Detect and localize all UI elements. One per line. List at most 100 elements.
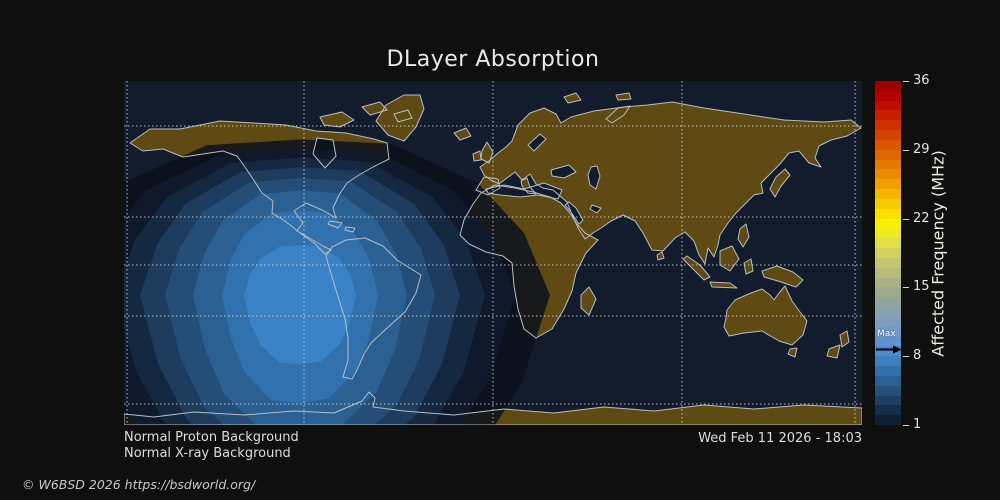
colorbar-segment-30: [875, 139, 901, 151]
colorbar-segment-29: [875, 149, 901, 161]
landmass-eurasia: [479, 101, 862, 265]
colorbar-tick-label-8: 8: [913, 347, 922, 363]
colorbar-segment-8: [875, 356, 901, 367]
colorbar-tick-label-36: 36: [913, 72, 930, 88]
landmass-cuba: [327, 220, 343, 229]
colorbar-segment-11: [875, 326, 901, 338]
landmass-ireland: [472, 150, 482, 162]
colorbar-segment-7: [875, 366, 901, 377]
landmass-novaya-zemlya: [605, 105, 631, 124]
world-map-svg: [124, 81, 862, 425]
colorbar-segment-12: [875, 316, 901, 328]
landmass-antarctica: [124, 391, 862, 425]
landmass-new-guinea: [762, 266, 803, 287]
landmass-tasmania: [787, 347, 798, 358]
colorbar-axis-label: Affected Frequency (MHz): [928, 149, 948, 357]
landmass-italy: [520, 177, 537, 195]
landmass-sulawesi: [743, 258, 754, 275]
hudson-bay: [312, 137, 337, 169]
black-sea: [550, 164, 577, 179]
persian-gulf: [589, 204, 602, 214]
baltic-sea: [527, 133, 547, 152]
colorbar-segment-35: [875, 90, 901, 102]
landmass-new-zealand-south: [826, 344, 841, 359]
landmass-eurasia: [480, 102, 861, 264]
colorbar-tick-label-22: 22: [913, 210, 930, 226]
landmass-madagascar: [581, 287, 596, 315]
colorbar-segment-33: [875, 110, 901, 121]
contour-band-8: [244, 245, 356, 365]
colorbar-segment-2: [875, 415, 901, 426]
colorbar-segment-34: [875, 100, 901, 111]
colorbar-tick-36: [903, 81, 909, 82]
landmasses: [124, 92, 862, 425]
landmass-philippines: [737, 223, 750, 248]
colorbar-segment-36: [875, 81, 901, 92]
colorbar: 36 29 22 15 8 1 Max: [875, 73, 930, 432]
landmass-iceland: [454, 128, 471, 140]
landmass-north-america: [129, 120, 390, 255]
landmass-svalbard: [563, 92, 582, 104]
red-sea: [564, 201, 584, 225]
landmass-borneo: [719, 245, 740, 272]
landmass-sri-lanka: [656, 251, 665, 261]
colorbar-segment-4: [875, 395, 901, 406]
max-marker-arrow-icon: [876, 345, 902, 354]
landmass-arctic-island-2: [361, 101, 388, 116]
landmass-greenland: [375, 94, 425, 142]
world-map: [124, 81, 862, 425]
colorbar-segment-16: [875, 277, 901, 288]
colorbar-tick-22: [903, 218, 909, 220]
landmass-hispaniola: [344, 226, 356, 233]
colorbar-tick-label-15: 15: [913, 279, 930, 295]
colorbar-segment-9: [875, 346, 901, 357]
colorbar-segment-23: [875, 208, 901, 220]
colorbar-segment-25: [875, 189, 901, 200]
colorbar-tick-label-29: 29: [913, 141, 930, 157]
colorbar-segment-28: [875, 159, 901, 170]
landmass-south-america: [325, 237, 422, 380]
colorbar-segment-13: [875, 307, 901, 318]
landmass-novaya-zemlya: [606, 106, 630, 123]
timestamp: Wed Feb 11 2026 - 18:03: [698, 431, 862, 446]
max-marker-label: Max: [877, 329, 896, 340]
landmass-arctic-island-3: [393, 109, 413, 123]
colorbar-segment-6: [875, 375, 901, 387]
caspian-sea: [588, 166, 600, 189]
colorbar-segment-32: [875, 120, 901, 131]
colorbar-segment-27: [875, 169, 901, 180]
colorbar-segment-21: [875, 228, 901, 239]
absorption-contour-bands: [124, 139, 550, 425]
landmass-japan: [769, 168, 791, 198]
landmass-sumatra: [683, 256, 710, 280]
baltic-sea: [528, 134, 546, 151]
landmass-japan: [770, 169, 790, 197]
colorbar-segment-19: [875, 248, 901, 259]
copyright: © W6BSD 2026 https://bsdworld.org/: [22, 477, 256, 492]
colorbar-segment-15: [875, 287, 901, 298]
landmass-australia: [723, 285, 808, 346]
landmass-madagascar: [580, 286, 597, 316]
colorbar-segment-22: [875, 218, 901, 229]
landmass-iceland: [453, 127, 472, 141]
colorbar-segment-17: [875, 267, 901, 279]
colorbar-segment-24: [875, 198, 901, 210]
status-lines: Normal Proton Background Normal X-ray Ba…: [124, 430, 299, 461]
colorbar-tick-8: [903, 356, 909, 358]
colorbar-tick-label-1: 1: [913, 416, 922, 432]
colorbar-segment-5: [875, 385, 901, 396]
colorbar-tick-1: [903, 425, 909, 426]
xray-background-status: Normal X-ray Background: [124, 445, 291, 461]
colorbar-tick-29: [903, 149, 909, 151]
colorbar-segment-18: [875, 257, 901, 269]
colorbar-segment-20: [875, 238, 901, 249]
page-title: DLayer Absorption: [386, 47, 600, 72]
landmass-franz-josef: [615, 92, 632, 101]
colorbar-segment-31: [875, 130, 901, 141]
coastlines: [124, 92, 862, 425]
colorbar-segment-10: [875, 336, 901, 347]
landmass-new-zealand-south: [827, 345, 840, 358]
proton-background-status: Normal Proton Background: [124, 430, 299, 445]
mediterranean-sea: [485, 182, 563, 200]
